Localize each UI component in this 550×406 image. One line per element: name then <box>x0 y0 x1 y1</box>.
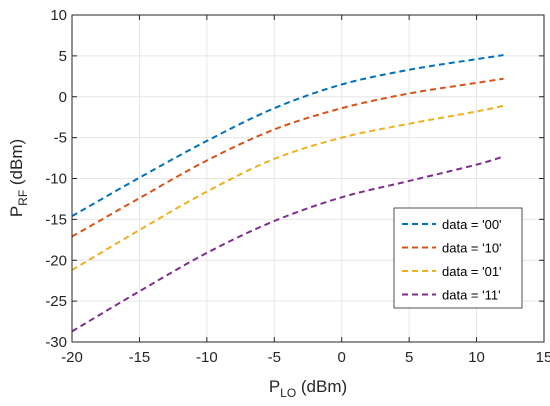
series-line-0 <box>71 54 504 217</box>
y-tick-label: -10 <box>45 171 67 188</box>
series-layer <box>71 54 504 333</box>
legend-label-1: data = '10' <box>442 241 502 256</box>
y-axis-label-unit: (dBm) <box>7 139 26 190</box>
x-tick-label: -10 <box>196 349 218 366</box>
x-axis-label-unit: (dBm) <box>296 377 347 396</box>
y-tick-label: -20 <box>45 252 67 269</box>
x-tick-label: -5 <box>268 349 281 366</box>
series-line-1 <box>71 77 504 238</box>
y-axis-label-main: P <box>7 206 26 217</box>
y-tick-label: 10 <box>50 7 67 24</box>
y-tick-label: -30 <box>45 334 67 351</box>
y-axis-label-sub: RF <box>16 190 30 206</box>
x-tick-label: 5 <box>405 349 413 366</box>
x-axis-label: PLO (dBm) <box>269 377 347 400</box>
y-tick-label: 0 <box>59 89 67 106</box>
x-tick-label: 10 <box>468 349 485 366</box>
y-tick-label: -15 <box>45 211 67 228</box>
y-axis-label: PRF (dBm) <box>7 139 30 217</box>
legend-label-2: data = '01' <box>442 264 502 279</box>
y-tick-label: 5 <box>59 48 67 65</box>
legend-label-3: data = '11' <box>442 288 501 303</box>
series-line-3 <box>71 155 504 333</box>
x-tick-label: 15 <box>536 349 550 366</box>
ticks: -20 -15 -10 -5 0 5 10 15 -30 -25 -20 -15 -10 -5 0 5 10 <box>45 7 550 366</box>
x-axis-label-sub: LO <box>280 386 296 400</box>
x-tick-label: -20 <box>61 349 83 366</box>
y-tick-label: -25 <box>45 293 67 310</box>
legend: data = '00' data = '10' data = '01' data = … <box>393 207 523 309</box>
series-line-2 <box>71 104 504 271</box>
legend-label-0: data = '00' <box>442 217 502 232</box>
x-axis-label-main: P <box>269 377 280 396</box>
y-tick-label: -5 <box>54 130 67 147</box>
x-tick-label: -15 <box>129 349 151 366</box>
x-tick-label: 0 <box>338 349 346 366</box>
